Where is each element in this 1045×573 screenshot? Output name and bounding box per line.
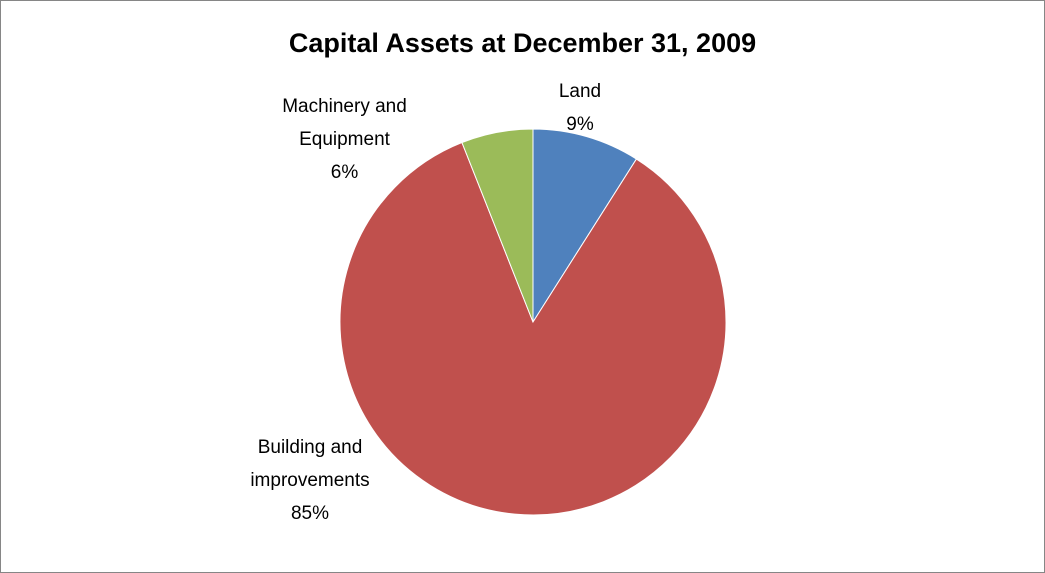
slice-label: Building and improvements 85% bbox=[222, 431, 398, 530]
pie-slice bbox=[461, 128, 534, 323]
value-label: 85% bbox=[290, 503, 330, 524]
category-label: Machinery and Equipment bbox=[282, 96, 407, 150]
chart-title: Capital Assets at December 31, 2009 bbox=[288, 28, 757, 58]
category-label: Building and improvements bbox=[250, 437, 370, 491]
slice-label: Machinery and Equipment 6% bbox=[262, 90, 427, 189]
value-label: 9% bbox=[566, 114, 594, 135]
pie-slice bbox=[339, 141, 727, 516]
pie-slice bbox=[532, 128, 638, 324]
category-label: Land bbox=[558, 81, 602, 102]
value-label: 6% bbox=[330, 162, 359, 183]
slice-label: Land 9% bbox=[520, 75, 640, 141]
